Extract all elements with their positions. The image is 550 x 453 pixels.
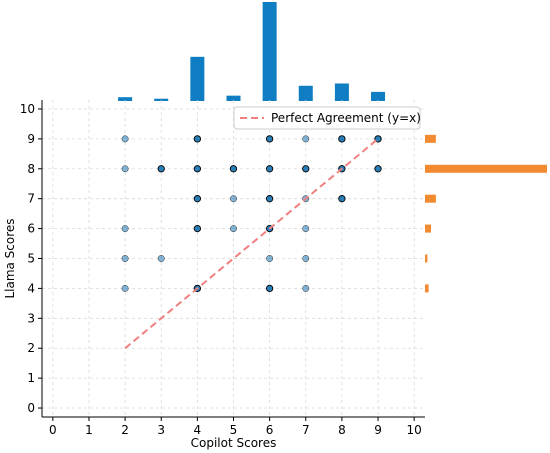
y-tick-label: 10 — [20, 102, 35, 116]
right-hist-bar — [425, 224, 432, 233]
data-point — [302, 255, 310, 262]
y-tick-label: 9 — [27, 132, 35, 146]
y-tick-label: 2 — [27, 341, 35, 355]
data-point — [229, 165, 238, 173]
data-point — [193, 165, 202, 173]
top-hist-bar — [262, 2, 277, 101]
data-point — [265, 165, 274, 173]
y-axis-label: Llama Scores — [3, 218, 17, 298]
top-hist-bar — [154, 98, 169, 101]
data-point — [230, 195, 237, 203]
x-tick-label: 3 — [157, 423, 165, 437]
y-tick-label: 7 — [27, 192, 35, 206]
data-point — [302, 135, 310, 143]
data-point — [302, 165, 310, 173]
right-histogram — [425, 134, 547, 293]
y-tick-labels: 0 1 2 3 4 5 6 7 8 9 10 — [20, 102, 35, 415]
data-point — [266, 255, 274, 262]
data-point — [265, 135, 274, 143]
data-point — [338, 195, 346, 203]
right-hist-bar — [425, 284, 429, 293]
axes — [38, 100, 425, 421]
data-point — [230, 225, 237, 232]
top-hist-bar — [334, 83, 349, 101]
data-point — [121, 225, 129, 232]
y-tick-label: 0 — [27, 401, 35, 415]
top-hist-bar — [371, 91, 386, 101]
data-point — [121, 135, 129, 143]
data-point — [338, 135, 346, 143]
x-tick-labels: 0 1 2 3 4 5 6 7 8 9 10 — [49, 423, 422, 437]
top-hist-bar — [118, 97, 133, 101]
x-tick-label: 9 — [374, 423, 382, 437]
right-hist-bar — [425, 254, 428, 263]
top-histogram — [118, 2, 386, 101]
y-tick-label: 5 — [27, 252, 35, 266]
x-tick-label: 2 — [121, 423, 129, 437]
top-hist-bar — [298, 85, 313, 101]
data-point — [374, 135, 382, 143]
data-point — [121, 255, 129, 262]
data-point — [302, 225, 310, 232]
data-point — [374, 165, 382, 173]
data-point — [121, 285, 129, 292]
right-hist-bar — [425, 194, 436, 203]
right-hist-bar — [425, 164, 547, 173]
x-tick-label: 5 — [230, 423, 238, 437]
data-point — [193, 195, 202, 203]
y-tick-label: 3 — [27, 311, 35, 325]
x-tick-label: 8 — [338, 423, 346, 437]
x-tick-label: 0 — [49, 423, 57, 437]
data-point — [157, 165, 165, 173]
data-point — [265, 195, 274, 203]
top-hist-bar — [226, 95, 241, 101]
x-tick-label: 7 — [302, 423, 310, 437]
data-points — [121, 135, 382, 293]
legend: Perfect Agreement (y=x) — [233, 106, 421, 130]
data-point — [121, 165, 129, 173]
top-hist-bar — [190, 56, 205, 101]
right-hist-bar — [425, 134, 436, 143]
legend-box — [233, 106, 421, 130]
data-point — [157, 255, 165, 262]
x-tick-label: 6 — [266, 423, 274, 437]
x-tick-label: 1 — [85, 423, 93, 437]
y-tick-label: 4 — [27, 281, 35, 295]
data-point — [302, 285, 310, 292]
data-point — [265, 284, 274, 293]
y-tick-label: 1 — [27, 371, 35, 385]
x-tick-label: 4 — [194, 423, 202, 437]
x-axis-label: Copilot Scores — [191, 436, 277, 450]
x-tick-label: 10 — [407, 423, 422, 437]
data-point — [193, 135, 202, 143]
y-tick-label: 8 — [27, 162, 35, 176]
y-tick-label: 6 — [27, 222, 35, 236]
data-point — [193, 224, 202, 233]
legend-label: Perfect Agreement (y=x) — [271, 111, 421, 125]
